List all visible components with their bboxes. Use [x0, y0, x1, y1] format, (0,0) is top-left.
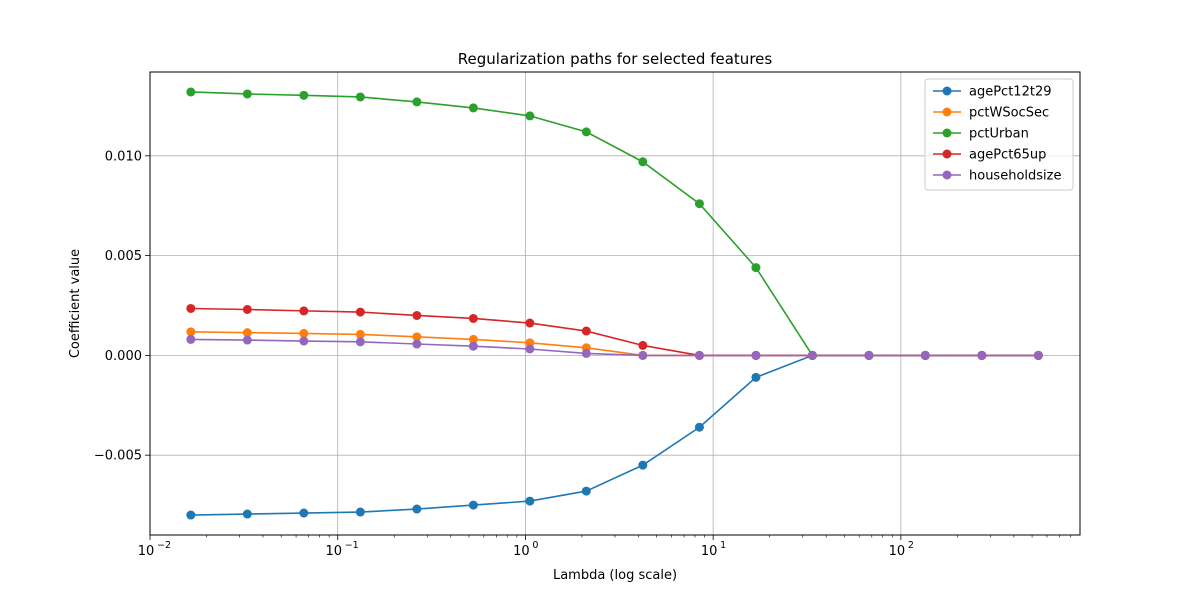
data-point-pctUrban [638, 157, 648, 167]
y-axis-title: Coefficient value [68, 249, 83, 358]
x-tick-exponent: 1 [720, 540, 726, 551]
legend: agePct12t29 pctWSocSec pctUrban agePct65up h… [924, 78, 1074, 191]
data-point-agePct12t29 [751, 372, 761, 382]
x-tick-exponent: −1 [345, 540, 359, 551]
x-tick-exponent: −2 [157, 540, 171, 551]
legend-label: householdsize [969, 169, 1061, 184]
data-point-agePct65up [242, 304, 252, 314]
plot-frame [149, 71, 1081, 536]
data-point-agePct12t29 [186, 510, 196, 520]
data-point-pctUrban [412, 97, 422, 107]
chart-title: Regularization paths for selected featur… [458, 50, 773, 68]
data-point-householdsize [355, 337, 365, 347]
legend-item-pctWSocSec: pctWSocSec [933, 106, 1049, 121]
data-point-pctUrban [355, 92, 365, 102]
legend-item-householdsize: householdsize [933, 169, 1061, 184]
y-tick-label: 0.000 [105, 349, 142, 364]
data-point-agePct65up [412, 310, 422, 320]
data-point-pctWSocSec [186, 327, 196, 337]
data-point-householdsize [1033, 350, 1043, 360]
data-point-pctUrban [186, 87, 196, 97]
data-point-agePct12t29 [412, 504, 422, 514]
data-point-agePct65up [581, 326, 591, 336]
legend-item-agePct65up: agePct65up [933, 148, 1046, 163]
data-point-agePct65up [186, 303, 196, 313]
legend-label: agePct65up [969, 148, 1046, 163]
data-point-householdsize [977, 350, 987, 360]
data-point-householdsize [864, 350, 874, 360]
x-tick-label: 10 [889, 544, 906, 559]
legend-swatch-marker [942, 107, 952, 117]
legend-item-agePct12t29: agePct12t29 [933, 85, 1051, 100]
data-point-householdsize [581, 348, 591, 358]
y-tick-label: 0.010 [105, 149, 142, 164]
legend-swatch-marker [942, 128, 952, 138]
data-point-agePct12t29 [525, 496, 535, 506]
data-point-pctWSocSec [355, 329, 365, 339]
y-tick-label: 0.005 [105, 249, 142, 264]
data-point-pctWSocSec [412, 332, 422, 342]
data-point-householdsize [299, 336, 309, 346]
data-point-agePct65up [355, 307, 365, 317]
data-point-householdsize [412, 339, 422, 349]
data-point-agePct12t29 [694, 422, 704, 432]
data-point-agePct12t29 [299, 508, 309, 518]
legend-swatch-marker [942, 86, 952, 96]
data-point-householdsize [920, 350, 930, 360]
data-point-pctUrban [242, 89, 252, 99]
data-point-householdsize [242, 335, 252, 345]
data-point-agePct12t29 [242, 509, 252, 519]
y-tick-label: −0.005 [94, 449, 142, 464]
x-tick-exponent: 0 [532, 540, 538, 551]
legend-swatch-marker [942, 170, 952, 180]
data-point-agePct12t29 [638, 460, 648, 470]
data-point-agePct65up [525, 318, 535, 328]
data-point-pctWSocSec [525, 338, 535, 348]
data-point-pctUrban [525, 111, 535, 121]
x-tick-label: 10 [513, 544, 530, 559]
data-point-pctWSocSec [242, 328, 252, 338]
data-point-householdsize [468, 341, 478, 351]
data-point-agePct12t29 [581, 486, 591, 496]
x-tick-label: 10 [138, 544, 155, 559]
x-tick-exponent: 2 [908, 540, 914, 551]
data-point-householdsize [186, 334, 196, 344]
data-point-agePct12t29 [355, 507, 365, 517]
series-householdsize [186, 334, 1043, 360]
series-line-householdsize [190, 338, 1039, 357]
series-layer [186, 87, 1043, 520]
data-point-householdsize [525, 344, 535, 354]
legend-label: agePct12t29 [969, 85, 1051, 100]
data-point-pctUrban [299, 90, 309, 100]
x-axis-title: Lambda (log scale) [553, 568, 677, 583]
data-point-pctUrban [468, 103, 478, 113]
x-tick-label: 10 [325, 544, 342, 559]
legend-label: pctUrban [969, 127, 1029, 142]
data-point-householdsize [807, 350, 817, 360]
data-point-householdsize [694, 350, 704, 360]
data-point-agePct65up [638, 340, 648, 350]
x-tick-label: 10 [701, 544, 718, 559]
legend-item-pctUrban: pctUrban [933, 127, 1029, 142]
data-point-agePct12t29 [468, 500, 478, 510]
data-point-pctWSocSec [299, 328, 309, 338]
legend-label: pctWSocSec [969, 106, 1049, 121]
data-point-agePct65up [299, 306, 309, 316]
data-point-pctUrban [751, 263, 761, 273]
data-point-pctUrban [694, 199, 704, 209]
legend-box [924, 78, 1074, 191]
data-point-pctWSocSec [468, 334, 478, 344]
data-point-householdsize [751, 350, 761, 360]
data-point-householdsize [638, 350, 648, 360]
data-point-agePct65up [468, 313, 478, 323]
legend-swatch-marker [942, 149, 952, 159]
data-point-pctUrban [581, 127, 591, 137]
